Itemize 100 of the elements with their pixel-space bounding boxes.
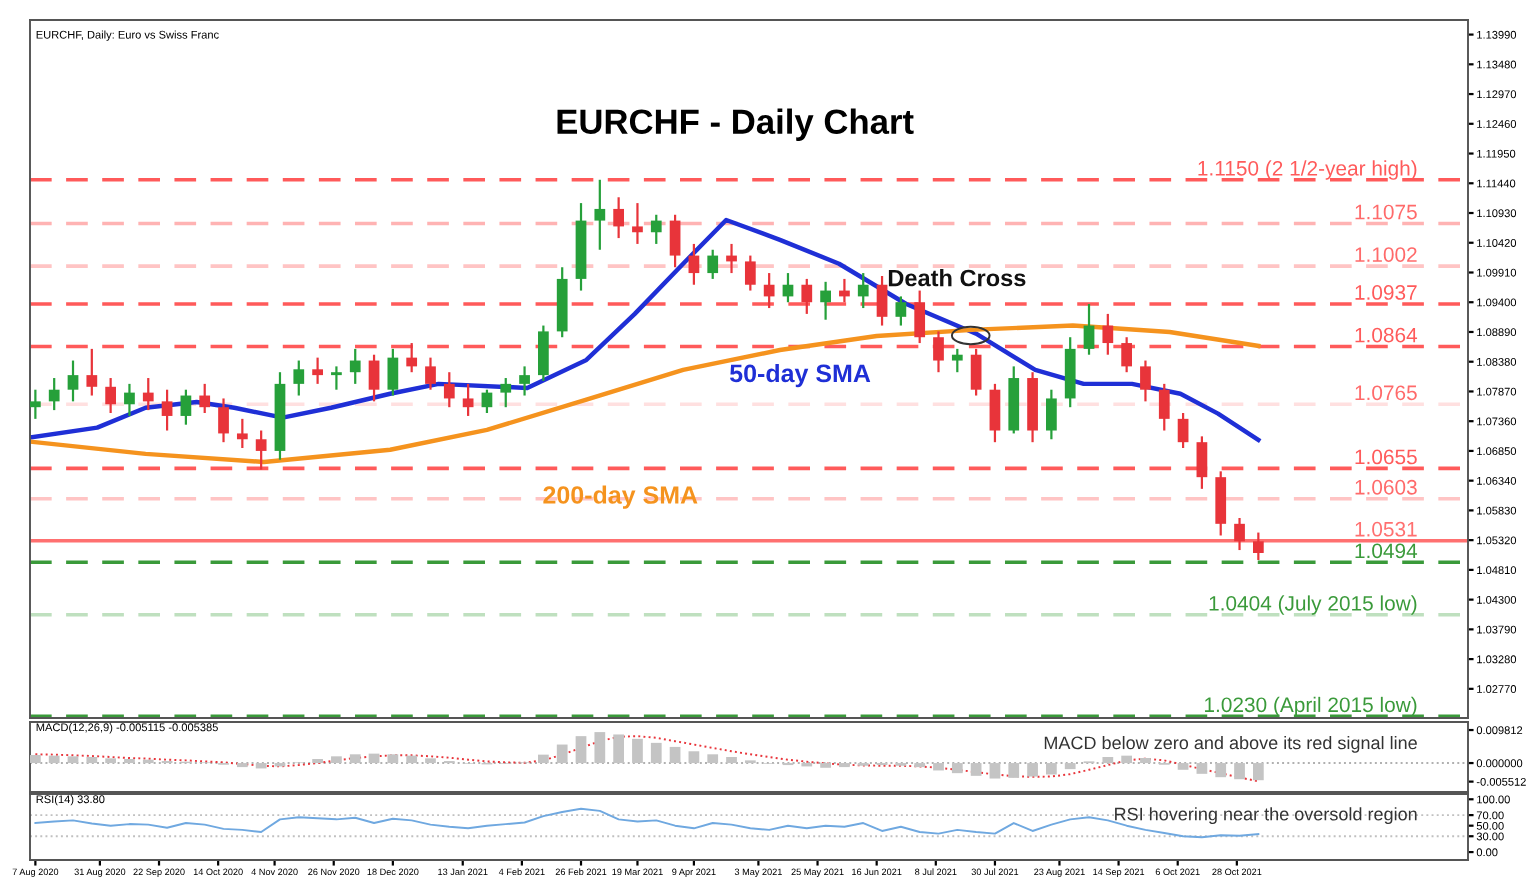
- candlestick: [368, 353, 380, 403]
- candlestick: [876, 274, 888, 327]
- candlestick: [1196, 435, 1208, 490]
- ref-line-label: 1.1002: [1355, 247, 1417, 262]
- candlestick: [1121, 336, 1133, 374]
- candlestick: [48, 376, 60, 412]
- candlestick: [500, 376, 512, 409]
- bar: [538, 754, 549, 764]
- candlestick: [67, 359, 79, 403]
- bar: [575, 736, 587, 764]
- ref-line-label: 1.0603: [1355, 479, 1417, 495]
- candlestick: [669, 213, 681, 269]
- text: 50-day SMA: [729, 363, 871, 388]
- bar: [1196, 763, 1208, 774]
- bar: [387, 754, 399, 764]
- bar: [726, 757, 737, 764]
- bar: [406, 755, 418, 764]
- candlestick: [1102, 312, 1114, 356]
- candlestick: [951, 347, 963, 374]
- annotation: RSI hovering near the oversold region: [1115, 807, 1417, 825]
- candlestick: [1046, 388, 1057, 441]
- text: EURCHF - Daily Chart: [557, 108, 914, 141]
- candlestick: [538, 324, 549, 383]
- bar: [632, 738, 643, 764]
- bar: [1064, 763, 1076, 770]
- ref-line-label: 1.1150 (2 1/2-year high): [1198, 160, 1417, 180]
- text: 200-day SMA: [543, 485, 698, 509]
- candlestick: [312, 356, 323, 385]
- ref-line-label: 1.0864: [1355, 327, 1418, 343]
- ref-line-label: 1.0765: [1355, 385, 1417, 401]
- candlestick: [594, 178, 606, 251]
- candlestick: [895, 295, 907, 327]
- candlestick: [443, 371, 455, 409]
- ref-line-label: 1.0494: [1355, 543, 1418, 559]
- ref-line-label: 1.0404 (July 2015 low): [1209, 595, 1417, 615]
- bar: [1215, 763, 1227, 778]
- ref-line-label: 1.0655: [1355, 449, 1417, 465]
- candlestick: [293, 359, 305, 397]
- candlestick: [331, 365, 342, 391]
- line-series: [30, 323, 1261, 465]
- candlestick: [1234, 516, 1245, 552]
- candlestick: [1215, 470, 1227, 537]
- bar: [105, 758, 117, 764]
- candlestick: [406, 341, 418, 374]
- bar: [650, 742, 662, 764]
- bar: [86, 757, 98, 764]
- candlestick: [989, 382, 1001, 444]
- candlestick: [914, 289, 926, 345]
- bar: [255, 763, 267, 769]
- line-series: [34, 807, 1260, 839]
- annotation: MACD below zero and above its red signal line: [1044, 736, 1417, 753]
- bar: [933, 763, 944, 771]
- candlestick: [763, 271, 775, 310]
- candlestick: [801, 277, 813, 315]
- bar: [1046, 763, 1057, 775]
- candlestick: [105, 376, 117, 415]
- bar: [1121, 755, 1133, 764]
- bar: [594, 732, 606, 764]
- ref-line-label: 1.0531: [1355, 521, 1417, 537]
- candlestick: [142, 376, 154, 412]
- candlestick: [30, 388, 41, 420]
- candlestick: [218, 397, 229, 444]
- bar: [613, 734, 625, 764]
- bar: [1234, 763, 1245, 780]
- bar: [970, 763, 982, 776]
- ref-line-label: 1.1075: [1355, 204, 1417, 220]
- candlestick: [857, 271, 869, 310]
- candlestick: [613, 196, 625, 240]
- candlestick: [387, 347, 399, 397]
- candlestick: [1083, 302, 1095, 356]
- bar: [1102, 757, 1114, 764]
- candlestick: [462, 382, 474, 418]
- candlestick: [933, 330, 944, 374]
- candlestick: [519, 365, 530, 397]
- candlestick: [1140, 359, 1151, 403]
- candlestick: [1177, 411, 1189, 450]
- candlestick: [707, 248, 719, 281]
- bar: [707, 754, 719, 764]
- candlestick: [124, 382, 135, 418]
- candlestick: [632, 201, 643, 246]
- candlestick: [1158, 382, 1170, 432]
- candlestick: [236, 417, 248, 450]
- candlestick: [970, 347, 982, 397]
- annotation: Death Cross: [888, 269, 1026, 287]
- bar: [1027, 763, 1038, 777]
- bar: [951, 763, 963, 774]
- candlestick: [688, 242, 700, 286]
- candlestick: [255, 429, 267, 471]
- bar: [30, 754, 41, 764]
- bar: [67, 756, 79, 764]
- bar: [48, 755, 60, 764]
- bar: [556, 744, 568, 764]
- candlestick: [744, 254, 756, 292]
- candlestick: [820, 280, 831, 321]
- candlestick: [86, 347, 98, 397]
- candlestick: [650, 213, 662, 246]
- bar: [989, 763, 1001, 779]
- ref-line-label: 1.0230 (April 2015 low): [1205, 696, 1417, 717]
- bar: [349, 754, 361, 764]
- candlestick: [1252, 531, 1264, 562]
